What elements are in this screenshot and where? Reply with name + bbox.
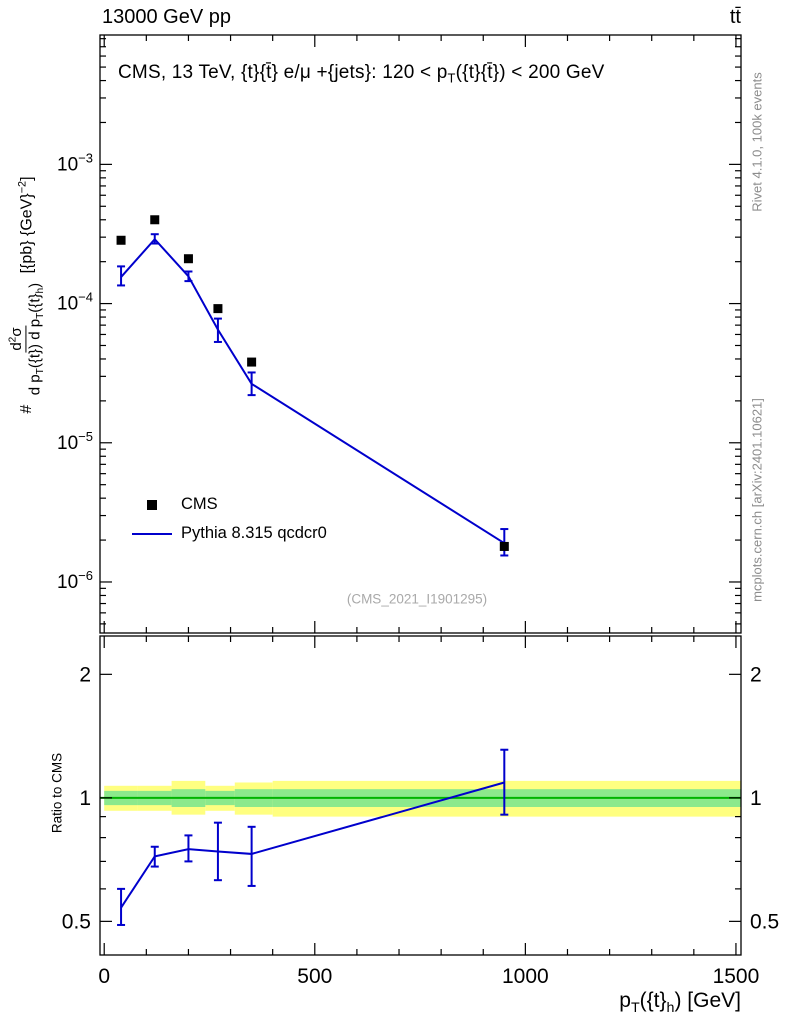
main-y-axis-label: # d2σ d pT({t}) d pT({t}h) [{pb} {GeV}−2] — [7, 176, 46, 414]
svg-text:10−5: 10−5 — [57, 429, 93, 454]
cms-square-marker-icon — [130, 499, 174, 510]
svg-text:2: 2 — [750, 663, 762, 686]
analysis-id-watermark: (CMS_2021_I1901295) — [346, 591, 488, 607]
axis-tick-labels: 0 500 1000 1500 10−6 10−5 10−4 10−3 0.5 0.5 1 1 2 2 — [57, 150, 779, 988]
x-axis-label: pT({t}h) [GeV] — [619, 989, 741, 1016]
svg-text:2: 2 — [79, 663, 91, 686]
rivet-version-note: Rivet 4.1.0, 100k events — [749, 72, 765, 212]
svg-text:0: 0 — [98, 965, 110, 988]
svg-text:500: 500 — [297, 965, 332, 988]
legend-item-cms: CMS — [130, 490, 327, 519]
legend-item-pythia: Pythia 8.315 qcdcr0 — [130, 519, 327, 548]
svg-text:1000: 1000 — [502, 965, 549, 988]
svg-text:10−6: 10−6 — [57, 568, 93, 593]
ratio-y-axis-label: Ratio to CMS — [49, 752, 65, 834]
svg-text:0.5: 0.5 — [62, 910, 91, 933]
pythia-curve-ratio — [120, 781, 505, 909]
svg-text:10−3: 10−3 — [57, 150, 93, 175]
svg-text:0.5: 0.5 — [750, 910, 779, 933]
mcplots-arxiv-note: mcplots.cern.ch [arXiv:2401.10621] — [749, 398, 765, 602]
beam-energy-label: 13000 GeV pp — [102, 6, 231, 28]
svg-text:1: 1 — [750, 787, 762, 810]
legend-label-pythia: Pythia 8.315 qcdcr0 — [181, 524, 327, 542]
axis-ticks — [100, 35, 741, 955]
svg-text:10−4: 10−4 — [57, 290, 93, 315]
pythia-line-marker-icon — [130, 532, 174, 535]
svg-text:1500: 1500 — [713, 965, 760, 988]
svg-text:1: 1 — [79, 787, 91, 810]
plot-title: CMS, 13 TeV, {t}{t̄} e/μ +{jets}: 120 < … — [118, 62, 605, 86]
legend: CMS Pythia 8.315 qcdcr0 — [130, 490, 327, 548]
cms-markers — [116, 215, 509, 551]
legend-label-cms: CMS — [181, 495, 218, 513]
pythia-curve-main — [120, 237, 505, 545]
pythia-errorbars-ratio — [117, 748, 509, 926]
process-label: tt̄ — [729, 6, 741, 28]
